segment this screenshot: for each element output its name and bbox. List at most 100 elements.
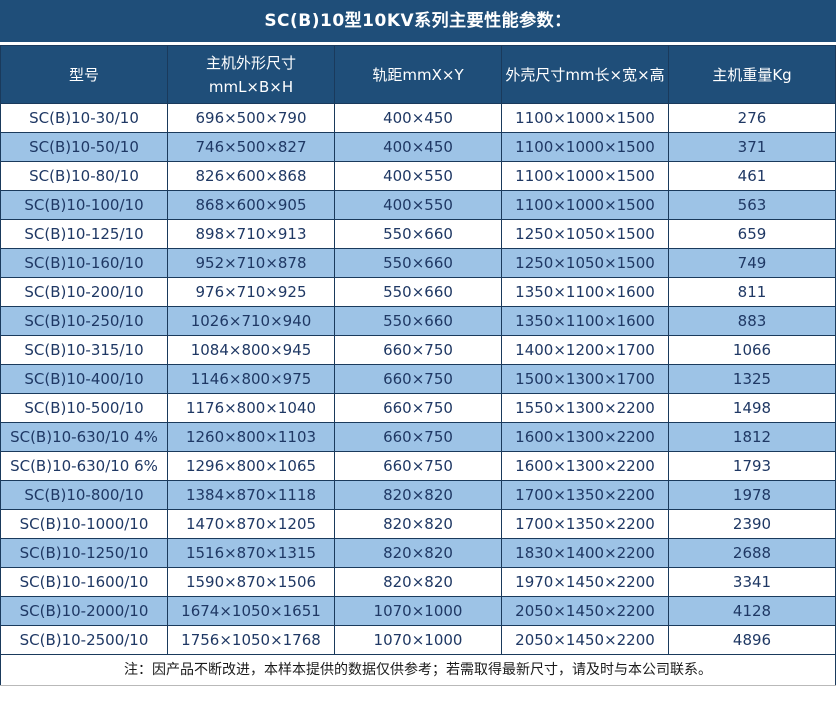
table-cell: 1600×1300×2200 bbox=[501, 422, 669, 452]
table-cell: 550×660 bbox=[334, 277, 502, 307]
table-cell: SC(B)10-80/10 bbox=[0, 161, 168, 191]
column-header-model: 型号 bbox=[0, 45, 168, 104]
table-cell: 461 bbox=[668, 161, 836, 191]
table-cell: 1978 bbox=[668, 480, 836, 510]
table-cell: 1516×870×1315 bbox=[167, 538, 335, 568]
table-cell: 1812 bbox=[668, 422, 836, 452]
table-body: SC(B)10-30/10 696×500×790 400×450 1100×1000… bbox=[0, 103, 836, 655]
table-cell: 2050×1450×2200 bbox=[501, 625, 669, 655]
table-cell: 1550×1300×2200 bbox=[501, 393, 669, 423]
table-cell: 820×820 bbox=[334, 509, 502, 539]
table-cell: 400×550 bbox=[334, 190, 502, 220]
table-cell: 563 bbox=[668, 190, 836, 220]
table-cell: SC(B)10-30/10 bbox=[0, 103, 168, 133]
table-cell: 550×660 bbox=[334, 306, 502, 336]
spec-table: 型号 主机外形尺寸 mmL×B×H 轨距mmX×Y 外壳尺寸mm长×宽×高 主机… bbox=[0, 45, 836, 686]
table-row: SC(B)10-1000/10 1470×870×1205 820×820 1700×… bbox=[0, 509, 836, 539]
table-cell: SC(B)10-500/10 bbox=[0, 393, 168, 423]
table-cell: 4896 bbox=[668, 625, 836, 655]
table-cell: 550×660 bbox=[334, 248, 502, 278]
table-cell: 1500×1300×1700 bbox=[501, 364, 669, 394]
table-cell: 1600×1300×2200 bbox=[501, 451, 669, 481]
table-cell: SC(B)10-200/10 bbox=[0, 277, 168, 307]
table-row: SC(B)10-500/10 1176×800×1040 660×750 1550×1… bbox=[0, 393, 836, 423]
table-cell: 749 bbox=[668, 248, 836, 278]
table-cell: 820×820 bbox=[334, 538, 502, 568]
table-row: SC(B)10-630/10 6% 1296×800×1065 660×750 160… bbox=[0, 451, 836, 481]
table-cell: 883 bbox=[668, 306, 836, 336]
table-cell: 660×750 bbox=[334, 393, 502, 423]
title-divider bbox=[0, 42, 836, 45]
table-cell: 3341 bbox=[668, 567, 836, 597]
table-row: SC(B)10-1600/10 1590×870×1506 820×820 1970×… bbox=[0, 567, 836, 597]
table-cell: 1176×800×1040 bbox=[167, 393, 335, 423]
table-row: SC(B)10-250/10 1026×710×940 550×660 1350×11… bbox=[0, 306, 836, 336]
table-row: SC(B)10-160/10 952×710×878 550×660 1250×105… bbox=[0, 248, 836, 278]
table-cell: 2688 bbox=[668, 538, 836, 568]
table-cell: 1350×1100×1600 bbox=[501, 306, 669, 336]
table-cell: 1100×1000×1500 bbox=[501, 132, 669, 162]
table-cell: 400×450 bbox=[334, 103, 502, 133]
column-header-track-gauge: 轨距mmX×Y bbox=[334, 45, 502, 104]
table-row: SC(B)10-1250/10 1516×870×1315 820×820 1830×… bbox=[0, 538, 836, 568]
table-row: SC(B)10-30/10 696×500×790 400×450 1100×1000… bbox=[0, 103, 836, 133]
table-cell: 820×820 bbox=[334, 567, 502, 597]
table-cell: 1590×870×1506 bbox=[167, 567, 335, 597]
table-cell: 868×600×905 bbox=[167, 190, 335, 220]
table-cell: 660×750 bbox=[334, 451, 502, 481]
table-cell: SC(B)10-2000/10 bbox=[0, 596, 168, 626]
footnote: 注：因产品不断改进，本样本提供的数据仅供参考；若需取得最新尺寸，请及时与本公司联… bbox=[0, 654, 836, 686]
table-cell: SC(B)10-630/10 6% bbox=[0, 451, 168, 481]
table-cell: SC(B)10-50/10 bbox=[0, 132, 168, 162]
table-row: SC(B)10-200/10 976×710×925 550×660 1350×110… bbox=[0, 277, 836, 307]
table-cell: SC(B)10-160/10 bbox=[0, 248, 168, 278]
table-cell: 1970×1450×2200 bbox=[501, 567, 669, 597]
table-cell: SC(B)10-100/10 bbox=[0, 190, 168, 220]
table-cell: 276 bbox=[668, 103, 836, 133]
table-cell: 1260×800×1103 bbox=[167, 422, 335, 452]
table-cell: 1400×1200×1700 bbox=[501, 335, 669, 365]
table-cell: 550×660 bbox=[334, 219, 502, 249]
table-cell: 1296×800×1065 bbox=[167, 451, 335, 481]
table-cell: 1250×1050×1500 bbox=[501, 219, 669, 249]
table-cell: 1066 bbox=[668, 335, 836, 365]
table-cell: 1674×1050×1651 bbox=[167, 596, 335, 626]
table-cell: 1325 bbox=[668, 364, 836, 394]
table-cell: 1100×1000×1500 bbox=[501, 161, 669, 191]
table-cell: 820×820 bbox=[334, 480, 502, 510]
table-cell: SC(B)10-1250/10 bbox=[0, 538, 168, 568]
table-cell: 1070×1000 bbox=[334, 625, 502, 655]
table-cell: SC(B)10-800/10 bbox=[0, 480, 168, 510]
table-row: SC(B)10-80/10 826×600×868 400×550 1100×1000… bbox=[0, 161, 836, 191]
table-cell: 746×500×827 bbox=[167, 132, 335, 162]
table-row: SC(B)10-125/10 898×710×913 550×660 1250×105… bbox=[0, 219, 836, 249]
table-cell: 2390 bbox=[668, 509, 836, 539]
header-row: 型号 主机外形尺寸 mmL×B×H 轨距mmX×Y 外壳尺寸mm长×宽×高 主机… bbox=[0, 45, 836, 104]
table-cell: 1700×1350×2200 bbox=[501, 480, 669, 510]
table-cell: 952×710×878 bbox=[167, 248, 335, 278]
table-cell: 371 bbox=[668, 132, 836, 162]
table-cell: 1700×1350×2200 bbox=[501, 509, 669, 539]
table-cell: 1070×1000 bbox=[334, 596, 502, 626]
table-cell: SC(B)10-2500/10 bbox=[0, 625, 168, 655]
table-footer: 注：因产品不断改进，本样本提供的数据仅供参考；若需取得最新尺寸，请及时与本公司联… bbox=[0, 654, 836, 686]
table-cell: 1756×1050×1768 bbox=[167, 625, 335, 655]
table-row: SC(B)10-2000/10 1674×1050×1651 1070×1000 20… bbox=[0, 596, 836, 626]
table-cell: 1498 bbox=[668, 393, 836, 423]
table-cell: 1100×1000×1500 bbox=[501, 190, 669, 220]
table-title: SC(B)10型10KV系列主要性能参数： bbox=[0, 0, 836, 42]
table-row: SC(B)10-400/10 1146×800×975 660×750 1500×13… bbox=[0, 364, 836, 394]
table-cell: 400×450 bbox=[334, 132, 502, 162]
table-row: SC(B)10-50/10 746×500×827 400×450 1100×1000… bbox=[0, 132, 836, 162]
table-cell: 659 bbox=[668, 219, 836, 249]
column-header-main-dimensions: 主机外形尺寸 mmL×B×H bbox=[167, 45, 335, 104]
table-cell: 400×550 bbox=[334, 161, 502, 191]
table-row: SC(B)10-100/10 868×600×905 400×550 1100×100… bbox=[0, 190, 836, 220]
table-cell: SC(B)10-1600/10 bbox=[0, 567, 168, 597]
table-cell: 1793 bbox=[668, 451, 836, 481]
table-cell: SC(B)10-1000/10 bbox=[0, 509, 168, 539]
table-cell: 826×600×868 bbox=[167, 161, 335, 191]
table-cell: 1384×870×1118 bbox=[167, 480, 335, 510]
table-header: 型号 主机外形尺寸 mmL×B×H 轨距mmX×Y 外壳尺寸mm长×宽×高 主机… bbox=[0, 45, 836, 104]
